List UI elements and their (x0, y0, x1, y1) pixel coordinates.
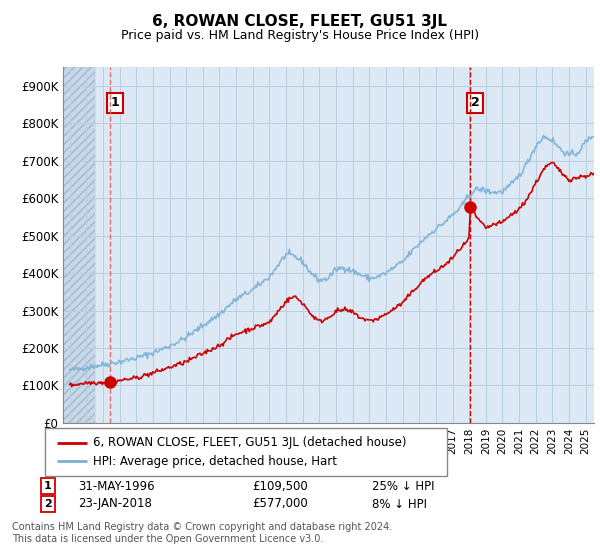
Text: 6, ROWAN CLOSE, FLEET, GU51 3JL (detached house): 6, ROWAN CLOSE, FLEET, GU51 3JL (detache… (93, 436, 407, 450)
Text: 8% ↓ HPI: 8% ↓ HPI (372, 497, 427, 511)
Text: HPI: Average price, detached house, Hart: HPI: Average price, detached house, Hart (93, 455, 337, 468)
Text: 31-MAY-1996: 31-MAY-1996 (78, 479, 155, 493)
Text: Contains HM Land Registry data © Crown copyright and database right 2024.
This d: Contains HM Land Registry data © Crown c… (12, 522, 392, 544)
Text: 25% ↓ HPI: 25% ↓ HPI (372, 479, 434, 493)
Text: 23-JAN-2018: 23-JAN-2018 (78, 497, 152, 511)
Text: £577,000: £577,000 (252, 497, 308, 511)
Text: 1: 1 (110, 96, 119, 109)
Text: 6, ROWAN CLOSE, FLEET, GU51 3JL: 6, ROWAN CLOSE, FLEET, GU51 3JL (152, 14, 448, 29)
Text: 2: 2 (44, 499, 52, 509)
Text: Price paid vs. HM Land Registry's House Price Index (HPI): Price paid vs. HM Land Registry's House … (121, 29, 479, 42)
Bar (63, 67, 95, 423)
Text: 2: 2 (471, 96, 479, 109)
Text: £109,500: £109,500 (252, 479, 308, 493)
Text: 1: 1 (44, 481, 52, 491)
